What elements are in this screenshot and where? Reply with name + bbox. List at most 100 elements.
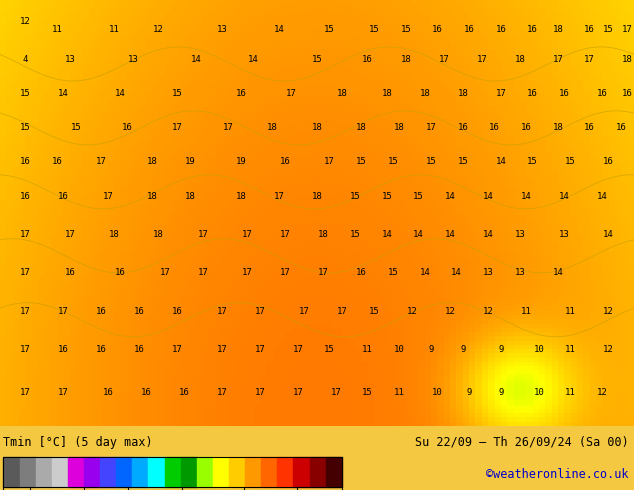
- Text: 17: 17: [293, 388, 303, 397]
- Text: 16: 16: [623, 89, 633, 98]
- Text: 13: 13: [483, 269, 493, 277]
- Bar: [116, 457, 133, 487]
- Text: 14: 14: [274, 25, 284, 34]
- Text: 18: 18: [515, 55, 525, 64]
- Bar: [277, 457, 294, 487]
- Text: 17: 17: [65, 230, 75, 239]
- Text: 14: 14: [58, 89, 68, 98]
- Text: 17: 17: [477, 55, 487, 64]
- Text: 16: 16: [65, 269, 75, 277]
- Text: 13: 13: [128, 55, 138, 64]
- Text: 18: 18: [394, 123, 404, 132]
- Text: 18: 18: [420, 89, 430, 98]
- Bar: [294, 457, 309, 487]
- Text: 11: 11: [566, 307, 576, 316]
- Text: 15: 15: [369, 307, 379, 316]
- Text: 14: 14: [191, 55, 202, 64]
- Text: 10: 10: [534, 345, 544, 354]
- Text: 14: 14: [553, 269, 563, 277]
- Text: 17: 17: [280, 230, 290, 239]
- Text: 17: 17: [255, 307, 265, 316]
- Text: 12: 12: [604, 345, 614, 354]
- Text: 14: 14: [451, 269, 462, 277]
- Text: 15: 15: [20, 123, 30, 132]
- Text: 16: 16: [115, 269, 126, 277]
- Text: 15: 15: [356, 157, 366, 167]
- Text: 18: 18: [153, 230, 164, 239]
- Text: 16: 16: [134, 345, 145, 354]
- Bar: [326, 457, 342, 487]
- Text: 15: 15: [413, 192, 424, 200]
- Text: 16: 16: [58, 192, 68, 200]
- Text: 17: 17: [160, 269, 170, 277]
- Text: 15: 15: [401, 25, 411, 34]
- Text: 14: 14: [445, 192, 455, 200]
- Text: 18: 18: [337, 89, 347, 98]
- Text: 10: 10: [394, 345, 404, 354]
- Text: 9: 9: [467, 388, 472, 397]
- Text: 15: 15: [363, 388, 373, 397]
- Bar: [213, 457, 229, 487]
- Text: 16: 16: [20, 192, 30, 200]
- Text: 15: 15: [350, 230, 360, 239]
- Text: 17: 17: [198, 230, 208, 239]
- Text: 16: 16: [559, 89, 569, 98]
- Text: 17: 17: [103, 192, 113, 200]
- Text: 19: 19: [185, 157, 195, 167]
- Text: 18: 18: [382, 89, 392, 98]
- Bar: [100, 457, 116, 487]
- Text: 18: 18: [318, 230, 328, 239]
- Text: 16: 16: [432, 25, 443, 34]
- Text: 17: 17: [255, 388, 265, 397]
- Text: 17: 17: [96, 157, 107, 167]
- Text: 14: 14: [559, 192, 569, 200]
- Text: 16: 16: [489, 123, 500, 132]
- Text: 17: 17: [496, 89, 506, 98]
- Text: 17: 17: [20, 230, 30, 239]
- Text: 14: 14: [382, 230, 392, 239]
- Text: 17: 17: [287, 89, 297, 98]
- Text: 14: 14: [413, 230, 424, 239]
- Text: 14: 14: [420, 269, 430, 277]
- Text: 15: 15: [20, 89, 30, 98]
- Text: 13: 13: [515, 269, 525, 277]
- Text: 17: 17: [217, 307, 227, 316]
- Text: Tmin [°C] (5 day max): Tmin [°C] (5 day max): [4, 436, 153, 449]
- Text: 10: 10: [534, 388, 544, 397]
- Bar: [4, 457, 20, 487]
- Text: 15: 15: [71, 123, 81, 132]
- Text: 11: 11: [566, 345, 576, 354]
- Text: 4: 4: [23, 55, 28, 64]
- Text: 17: 17: [20, 307, 30, 316]
- Text: 17: 17: [58, 307, 68, 316]
- Text: 17: 17: [20, 345, 30, 354]
- Text: 16: 16: [527, 89, 538, 98]
- Text: 18: 18: [185, 192, 195, 200]
- Text: 18: 18: [553, 25, 563, 34]
- Text: 17: 17: [439, 55, 449, 64]
- Text: 12: 12: [597, 388, 607, 397]
- Text: 16: 16: [521, 123, 531, 132]
- Text: 17: 17: [426, 123, 436, 132]
- Bar: [181, 457, 197, 487]
- Text: 14: 14: [521, 192, 531, 200]
- Text: 12: 12: [407, 307, 417, 316]
- Text: 18: 18: [312, 123, 322, 132]
- Text: 18: 18: [109, 230, 119, 239]
- Text: 15: 15: [350, 192, 360, 200]
- Bar: [20, 457, 36, 487]
- Text: 17: 17: [172, 123, 183, 132]
- Text: 16: 16: [604, 157, 614, 167]
- Text: 17: 17: [325, 157, 335, 167]
- Text: 16: 16: [179, 388, 189, 397]
- Text: 14: 14: [445, 230, 455, 239]
- Text: 9: 9: [498, 345, 503, 354]
- Text: 16: 16: [103, 388, 113, 397]
- Text: 15: 15: [325, 345, 335, 354]
- Text: 9: 9: [498, 388, 503, 397]
- Text: 16: 16: [496, 25, 506, 34]
- Text: 16: 16: [585, 25, 595, 34]
- Text: 15: 15: [604, 25, 614, 34]
- Text: 12: 12: [445, 307, 455, 316]
- Text: 16: 16: [172, 307, 183, 316]
